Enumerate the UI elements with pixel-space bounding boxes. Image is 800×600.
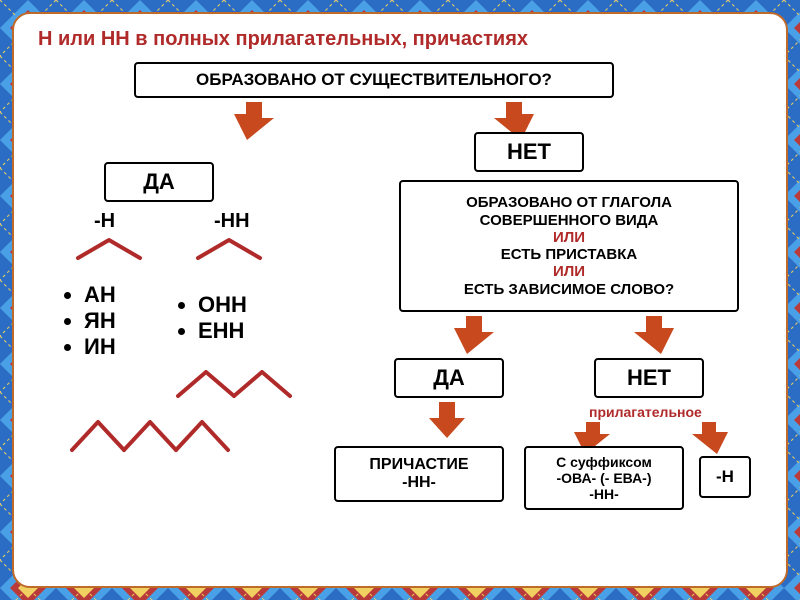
label-adjective: прилагательное	[589, 404, 702, 420]
diagram-title: Н или НН в полных прилагательных, причас…	[38, 28, 528, 51]
suffix-item: ЯН	[84, 308, 116, 334]
suffix-item: АН	[84, 282, 116, 308]
arrow-icon	[429, 402, 465, 438]
answer-no-verb: НЕТ	[594, 358, 704, 398]
suffix-list-n: АН ЯН ИН	[66, 282, 116, 360]
arrow-icon	[454, 316, 494, 354]
q2-line: СОВЕРШЕННОГО ВИДА	[480, 212, 659, 229]
arrow-icon	[634, 316, 674, 354]
caret-icon	[194, 236, 264, 262]
answer-yes-verb: ДА	[394, 358, 504, 398]
answer-yes-noun: ДА	[104, 162, 214, 202]
diagram-panel: Н или НН в полных прилагательных, причас…	[12, 12, 788, 588]
result-line: -ОВА- (- ЕВА-)	[556, 470, 651, 486]
caret-icon	[74, 236, 144, 262]
arrow-icon	[234, 102, 274, 140]
result-participle-nn: ПРИЧАСТИЕ -НН-	[334, 446, 504, 502]
answer-no-noun: НЕТ	[474, 132, 584, 172]
result-line: -НН-	[402, 474, 436, 492]
suffix-item: ЕНН	[198, 318, 247, 344]
q2-or: ИЛИ	[553, 263, 585, 280]
arrow-icon	[692, 422, 728, 454]
result-n: -Н	[699, 456, 751, 498]
question-from-noun: ОБРАЗОВАНО ОТ СУЩЕСТВИТЕЛЬНОГО?	[134, 62, 614, 98]
result-line: -НН-	[589, 486, 619, 502]
q2-line: ЕСТЬ ЗАВИСИМОЕ СЛОВО?	[464, 281, 674, 298]
suffix-item: ИН	[84, 334, 116, 360]
label-n: -Н	[94, 210, 115, 233]
result-line: ПРИЧАСТИЕ	[369, 456, 468, 474]
result-ova-eva-nn: С суффиксом -ОВА- (- ЕВА-) -НН-	[524, 446, 684, 510]
q2-line: ЕСТЬ ПРИСТАВКА	[501, 246, 637, 263]
question-verb-conditions: ОБРАЗОВАНО ОТ ГЛАГОЛА СОВЕРШЕННОГО ВИДА …	[399, 180, 739, 312]
suffix-item: ОНН	[198, 292, 247, 318]
double-caret-icon	[174, 366, 294, 400]
outer-frame: Н или НН в полных прилагательных, причас…	[0, 0, 800, 600]
suffix-list-nn: ОНН ЕНН	[180, 292, 247, 344]
q2-line: ОБРАЗОВАНО ОТ ГЛАГОЛА	[466, 194, 672, 211]
result-line: С суффиксом	[556, 454, 652, 470]
label-nn: -НН	[214, 210, 250, 233]
q2-or: ИЛИ	[553, 229, 585, 246]
triple-caret-icon	[68, 414, 238, 454]
